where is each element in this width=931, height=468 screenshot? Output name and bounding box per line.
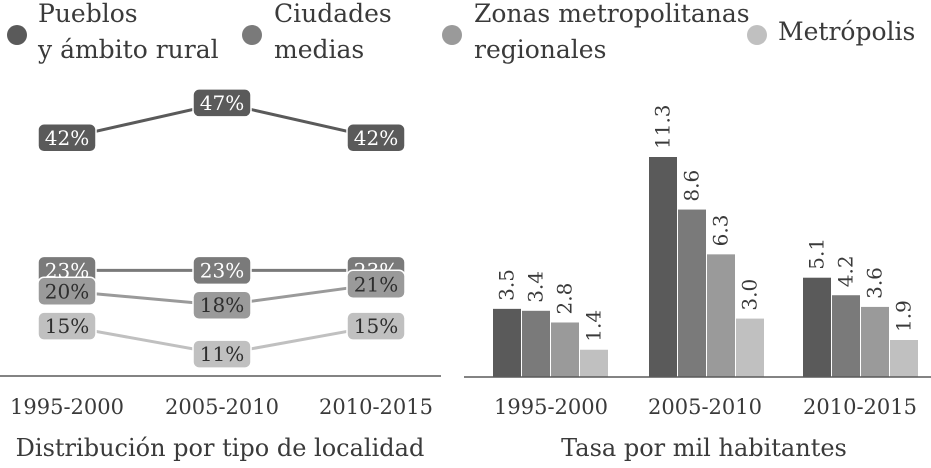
legend-label: Zonas metropolitanas bbox=[474, 0, 750, 28]
x-tick-label: 2005-2010 bbox=[648, 395, 762, 419]
legend-label: Metrópolis bbox=[778, 17, 915, 46]
x-tick-label: 1995-2000 bbox=[494, 395, 608, 419]
bar-value-label: 3.5 bbox=[495, 269, 519, 301]
bar bbox=[832, 295, 860, 377]
bar-value-label: 11.3 bbox=[651, 104, 675, 149]
bar bbox=[493, 308, 521, 377]
x-tick-label: 2010-2015 bbox=[803, 395, 917, 419]
bar-value-label: 6.3 bbox=[709, 215, 733, 247]
legend-item: Pueblos y ámbito rural bbox=[7, 0, 219, 64]
data-label: 47% bbox=[200, 91, 244, 115]
bar bbox=[678, 209, 706, 377]
data-label: 15% bbox=[354, 314, 398, 338]
data-label: 11% bbox=[200, 342, 244, 366]
bar bbox=[580, 349, 608, 377]
data-point bbox=[192, 290, 252, 320]
legend-label: regionales bbox=[474, 35, 606, 64]
data-label: 18% bbox=[200, 293, 244, 317]
bar bbox=[861, 306, 889, 377]
data-point bbox=[346, 123, 406, 153]
line-chart: 42%47%42%23%23%23%20%18%21%15%11%15%1995… bbox=[0, 88, 441, 462]
data-point bbox=[37, 123, 97, 153]
data-point bbox=[346, 269, 406, 300]
bar-value-label: 3.0 bbox=[738, 279, 762, 311]
bar-value-label: 3.6 bbox=[863, 267, 887, 299]
legend-item: Metrópolis bbox=[747, 17, 915, 46]
bar-value-label: 2.8 bbox=[553, 283, 577, 315]
x-tick-label: 2010-2015 bbox=[319, 395, 433, 419]
bar-value-label: 5.1 bbox=[805, 238, 829, 270]
data-point bbox=[37, 311, 97, 341]
bar bbox=[522, 310, 550, 377]
data-point bbox=[192, 88, 252, 118]
data-label: 23% bbox=[200, 258, 244, 282]
data-label: 42% bbox=[45, 126, 89, 150]
bar bbox=[707, 254, 735, 377]
bar-value-label: 1.9 bbox=[892, 300, 916, 332]
bar-value-label: 1.4 bbox=[582, 310, 606, 342]
legend: Pueblos y ámbito rural Ciudades medias Zonas… bbox=[7, 0, 915, 64]
legend-swatch bbox=[7, 25, 27, 45]
chart-title: Distribución por tipo de localidad bbox=[16, 434, 425, 462]
x-tick-label: 1995-2000 bbox=[10, 395, 124, 419]
bar bbox=[890, 340, 918, 377]
legend-swatch bbox=[242, 25, 262, 45]
bar bbox=[649, 157, 677, 377]
bar-value-label: 4.2 bbox=[834, 255, 858, 287]
data-label: 21% bbox=[354, 272, 398, 296]
x-tick-label: 2005-2010 bbox=[165, 395, 279, 419]
data-label: 20% bbox=[45, 279, 89, 303]
legend-label: Pueblos bbox=[38, 0, 138, 28]
legend-label: Ciudades bbox=[274, 0, 392, 28]
legend-label: y ámbito rural bbox=[37, 35, 219, 64]
bar-chart: 3.5 3.4 2.81.4 11.38.66.3 3.0 5.14.2 3.61.9 199… bbox=[464, 104, 931, 462]
data-point bbox=[346, 311, 406, 341]
legend-item: Zonas metropolitanas regionales bbox=[442, 0, 750, 64]
bar bbox=[551, 322, 579, 377]
legend-item: Ciudades medias bbox=[242, 0, 392, 64]
bar-value-label: 3.4 bbox=[524, 271, 548, 303]
data-point bbox=[192, 339, 252, 369]
data-label: 42% bbox=[354, 126, 398, 150]
chart-title: Tasa por mil habitantes bbox=[561, 434, 847, 462]
data-point bbox=[37, 276, 97, 307]
bar bbox=[736, 318, 764, 377]
data-label: 15% bbox=[45, 314, 89, 338]
data-point bbox=[192, 255, 252, 286]
legend-swatch bbox=[442, 25, 462, 45]
legend-label: medias bbox=[274, 35, 364, 64]
bar-value-label: 8.6 bbox=[680, 170, 704, 202]
legend-swatch bbox=[747, 25, 767, 45]
bar bbox=[803, 277, 831, 377]
